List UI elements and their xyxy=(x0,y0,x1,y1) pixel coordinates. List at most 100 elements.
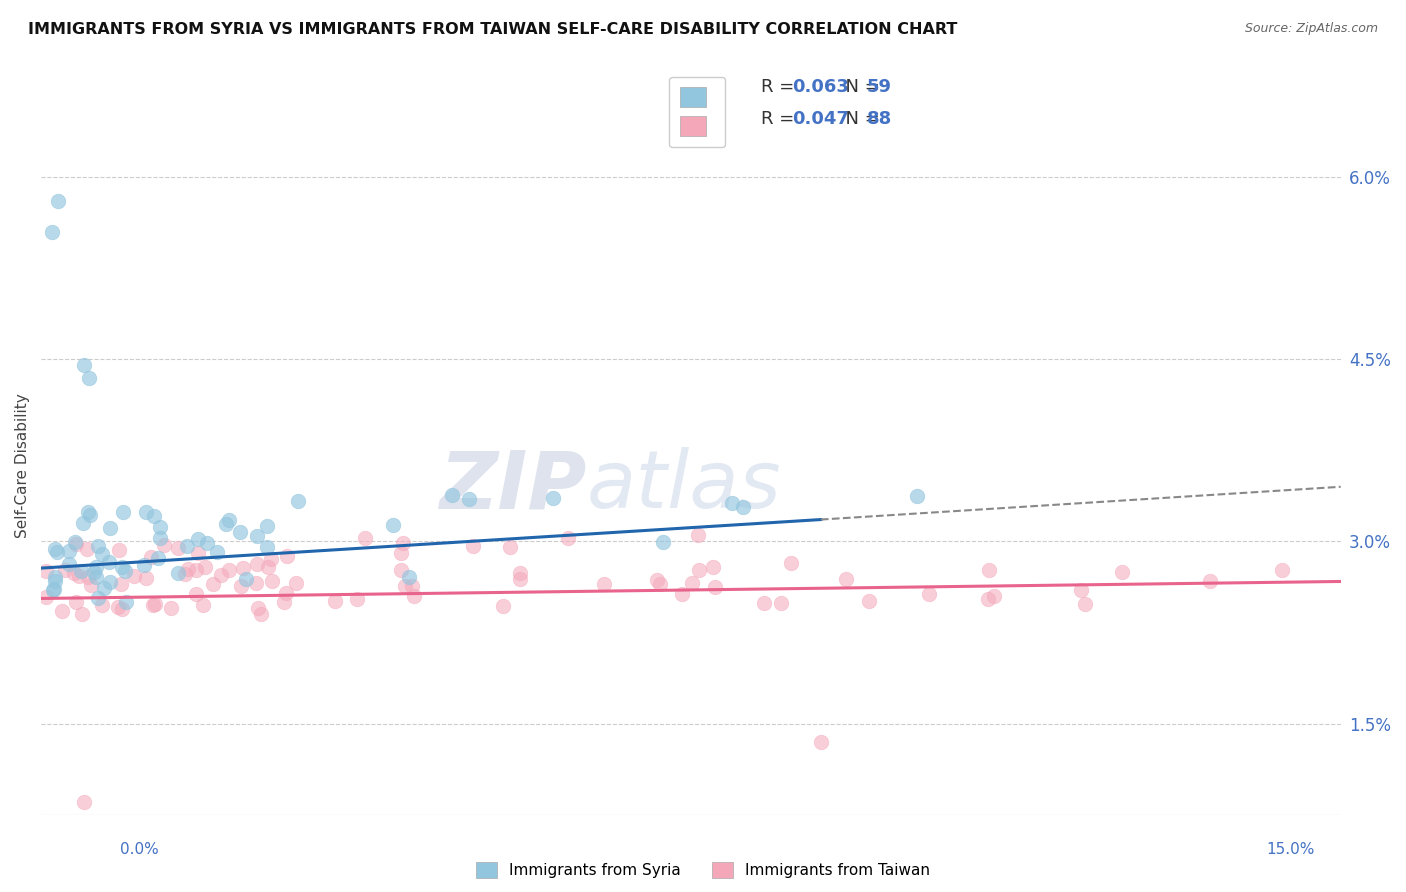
Text: R =: R = xyxy=(761,78,800,96)
Point xyxy=(91,598,114,612)
Point xyxy=(184,587,207,601)
Point xyxy=(111,560,134,574)
Point xyxy=(84,569,107,583)
Point xyxy=(97,555,120,569)
Point xyxy=(557,531,579,545)
Text: 0.047: 0.047 xyxy=(792,111,849,128)
Point xyxy=(509,572,531,586)
Point xyxy=(457,491,479,506)
Point xyxy=(166,541,188,556)
Point xyxy=(176,539,198,553)
Point xyxy=(77,505,100,519)
Point xyxy=(111,505,134,519)
Point xyxy=(401,579,423,593)
Point xyxy=(509,566,531,580)
Text: N =: N = xyxy=(834,111,886,128)
Point xyxy=(260,552,283,566)
Point xyxy=(232,560,254,574)
Point xyxy=(1199,574,1222,588)
Point xyxy=(977,592,1000,607)
Point xyxy=(46,194,69,209)
Point xyxy=(704,581,727,595)
Point xyxy=(671,587,693,601)
Point xyxy=(287,494,309,508)
Point xyxy=(177,561,200,575)
Point xyxy=(44,574,66,588)
Point xyxy=(35,564,58,578)
Point xyxy=(73,796,96,810)
Point xyxy=(284,575,307,590)
Point xyxy=(402,589,425,603)
Point xyxy=(381,518,404,533)
Point xyxy=(90,547,112,561)
Point xyxy=(1271,563,1294,577)
Point xyxy=(780,556,803,570)
Point xyxy=(245,575,267,590)
Point xyxy=(810,735,832,749)
Point xyxy=(77,570,100,584)
Point xyxy=(65,537,87,551)
Point xyxy=(41,582,63,597)
Point xyxy=(648,577,671,591)
Point xyxy=(1070,582,1092,597)
Point xyxy=(139,549,162,564)
Point xyxy=(142,598,165,612)
Point xyxy=(983,589,1005,603)
Point xyxy=(1074,597,1097,611)
Point xyxy=(80,578,103,592)
Text: N =: N = xyxy=(834,78,886,96)
Point xyxy=(93,581,115,595)
Point xyxy=(100,574,122,589)
Point xyxy=(142,508,165,523)
Text: Source: ZipAtlas.com: Source: ZipAtlas.com xyxy=(1244,22,1378,36)
Point xyxy=(135,570,157,584)
Point xyxy=(174,566,197,581)
Point xyxy=(323,594,346,608)
Point xyxy=(688,563,710,577)
Point xyxy=(354,531,377,545)
Point xyxy=(70,564,93,578)
Point xyxy=(202,577,225,591)
Point xyxy=(979,563,1001,577)
Point xyxy=(229,524,252,539)
Point xyxy=(651,534,673,549)
Point xyxy=(34,590,56,604)
Point xyxy=(250,607,273,621)
Point xyxy=(44,569,66,583)
Point xyxy=(273,595,295,609)
Point xyxy=(276,549,298,563)
Point xyxy=(73,359,96,373)
Text: IMMIGRANTS FROM SYRIA VS IMMIGRANTS FROM TAIWAN SELF-CARE DISABILITY CORRELATION: IMMIGRANTS FROM SYRIA VS IMMIGRANTS FROM… xyxy=(28,22,957,37)
Point xyxy=(256,540,278,554)
Point xyxy=(51,604,73,618)
Point xyxy=(65,534,87,549)
Text: 59: 59 xyxy=(866,78,891,96)
Legend: , : , xyxy=(669,77,725,147)
Point xyxy=(62,566,84,580)
Point xyxy=(187,546,209,560)
Text: 0.0%: 0.0% xyxy=(120,842,159,856)
Point xyxy=(58,557,80,571)
Point xyxy=(149,520,172,534)
Point xyxy=(160,601,183,615)
Point xyxy=(115,595,138,609)
Point xyxy=(593,577,616,591)
Point xyxy=(153,538,176,552)
Point xyxy=(681,576,703,591)
Point xyxy=(492,599,515,614)
Point xyxy=(733,500,755,515)
Point xyxy=(86,560,108,574)
Point xyxy=(260,574,283,588)
Point xyxy=(835,572,858,586)
Point xyxy=(754,596,776,610)
Point xyxy=(70,607,93,621)
Point xyxy=(111,602,134,616)
Point xyxy=(209,568,232,582)
Point xyxy=(72,516,94,530)
Point xyxy=(134,558,156,572)
Point xyxy=(246,557,269,571)
Text: 15.0%: 15.0% xyxy=(1267,842,1315,856)
Point xyxy=(67,569,90,583)
Point xyxy=(187,532,209,546)
Point xyxy=(541,491,564,506)
